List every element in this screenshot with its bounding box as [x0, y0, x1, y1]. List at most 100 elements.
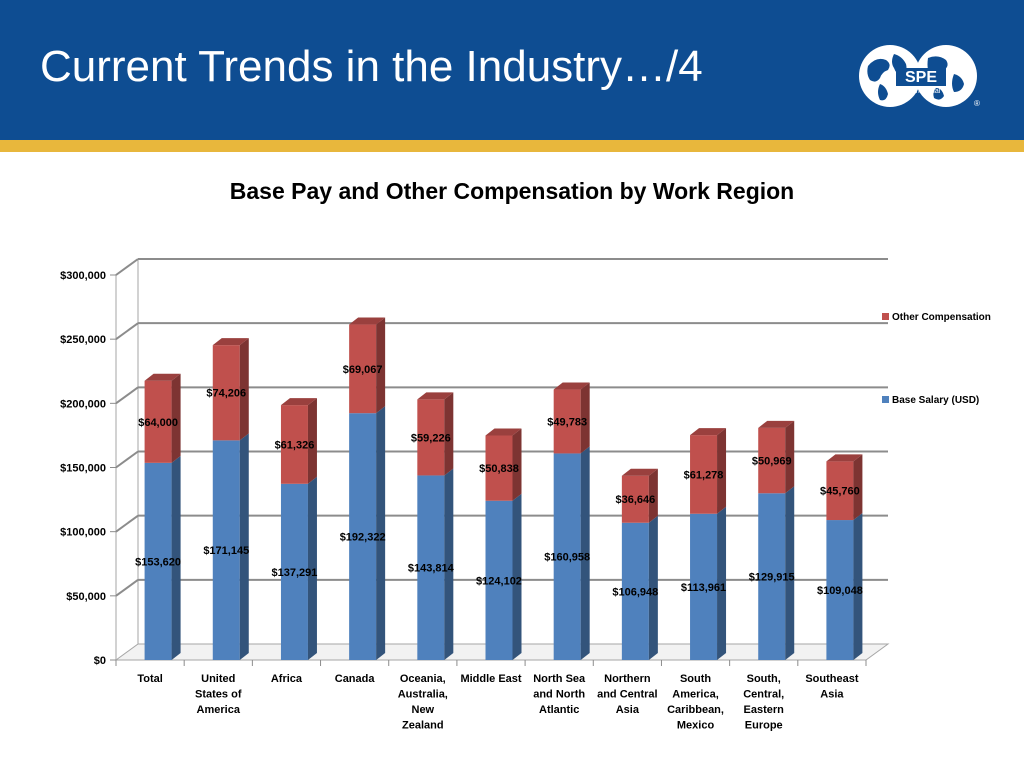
x-tick-label: Caribbean, — [667, 704, 724, 716]
legend-swatch — [882, 396, 889, 403]
bar-base-salary — [758, 493, 786, 660]
x-tick-label: America, — [672, 689, 718, 701]
x-tick-label: North Sea — [533, 673, 586, 685]
bar-base-salary-side — [512, 493, 522, 660]
logo-text: SPE — [905, 69, 937, 86]
x-tick-label: America — [197, 704, 241, 716]
bar-base-salary-side — [648, 515, 658, 660]
x-tick-label: South, — [747, 673, 781, 685]
bar-top-face — [212, 338, 249, 346]
data-label-other-compensation: $49,783 — [547, 416, 587, 428]
bar-other-compensation — [690, 435, 718, 514]
bar-base-salary — [212, 440, 240, 660]
bar-other-compensation — [553, 389, 581, 454]
bar-other-compensation-side — [444, 392, 454, 476]
x-tick-label: Eastern — [744, 704, 785, 716]
y-tick-label: $50,000 — [66, 591, 106, 603]
bar-other-compensation-side — [307, 398, 317, 484]
bar-base-salary-side — [171, 455, 181, 660]
bar-base-salary-side — [444, 468, 454, 660]
gridline-diag — [115, 386, 139, 405]
x-tick-label: Asia — [616, 704, 640, 716]
bar-other-compensation — [758, 427, 786, 494]
data-label-other-compensation: $50,838 — [479, 463, 519, 475]
x-tick-label: Asia — [820, 689, 844, 701]
bar-top-face — [690, 428, 727, 436]
bar-top-face — [349, 317, 386, 325]
bar-top-face — [621, 468, 658, 476]
data-label-other-compensation: $61,326 — [275, 439, 315, 451]
x-tick-label: Middle East — [460, 673, 521, 685]
data-label-other-compensation: $36,646 — [615, 494, 655, 506]
bar-other-compensation-side — [785, 420, 795, 494]
x-tick-label: Southeast — [805, 673, 859, 685]
x-tick-label: South — [680, 673, 711, 685]
chart-title: Base Pay and Other Compensation by Work … — [229, 178, 795, 204]
bar-other-compensation — [349, 324, 377, 414]
bar-base-salary-side — [853, 513, 863, 660]
y-tick-label: $0 — [94, 655, 106, 667]
data-label-base-salary: $160,958 — [544, 552, 590, 564]
header-stripe — [0, 140, 1024, 152]
legend-label: Other Compensation — [892, 312, 991, 323]
bar-other-compensation-side — [853, 454, 863, 521]
bar-other-compensation — [621, 475, 649, 523]
data-label-base-salary: $137,291 — [272, 567, 318, 579]
spe-logo: SPE International ® — [859, 45, 980, 108]
bar-top-face — [417, 392, 454, 400]
data-label-other-compensation: $74,206 — [206, 388, 246, 400]
gridline-diag — [115, 322, 139, 340]
x-tick-label: States of — [195, 689, 242, 701]
x-tick-label: Central, — [743, 689, 784, 701]
data-label-base-salary: $106,948 — [612, 586, 658, 598]
bar-other-compensation-side — [376, 317, 386, 414]
bar-base-salary — [280, 483, 308, 660]
data-label-other-compensation: $59,226 — [411, 432, 451, 444]
bar-top-face — [758, 420, 795, 428]
x-tick-label: Australia, — [398, 689, 448, 701]
bar-other-compensation — [144, 380, 172, 463]
gridline-diag — [115, 514, 139, 533]
data-label-base-salary: $192,322 — [340, 532, 386, 544]
bar-other-compensation-side — [717, 428, 727, 514]
logo-subtext: International — [902, 88, 941, 95]
x-tick-label: Africa — [271, 673, 303, 685]
data-label-base-salary: $109,048 — [817, 585, 863, 597]
x-tick-label: United — [201, 673, 235, 685]
bar-top-face — [280, 398, 317, 406]
bar-top-face — [144, 373, 181, 381]
bar-top-face — [826, 454, 863, 462]
slide-header — [0, 0, 1024, 140]
x-tick-label: Oceania, — [400, 673, 446, 685]
x-tick-label: Canada — [335, 673, 376, 685]
bar-other-compensation-side — [171, 373, 181, 463]
x-tick-label: Europe — [745, 720, 783, 732]
y-tick-label: $100,000 — [60, 527, 106, 539]
bar-other-compensation-side — [648, 468, 658, 523]
gridline-diag — [115, 579, 139, 597]
bar-base-salary-side — [239, 433, 249, 660]
y-tick-label: $150,000 — [60, 463, 106, 475]
gridline-diag — [115, 258, 139, 276]
bar-other-compensation-side — [239, 338, 249, 441]
data-label-other-compensation: $61,278 — [684, 469, 724, 481]
data-label-other-compensation: $69,067 — [343, 364, 383, 376]
data-label-base-salary: $171,145 — [203, 545, 249, 557]
x-tick-label: Total — [137, 673, 162, 685]
y-tick-label: $200,000 — [60, 398, 106, 410]
data-label-base-salary: $113,961 — [681, 582, 726, 594]
data-label-base-salary: $143,814 — [408, 563, 455, 575]
x-tick-label: and North — [533, 689, 585, 701]
data-label-base-salary: $153,620 — [135, 556, 181, 568]
x-tick-label: and Central — [597, 689, 658, 701]
bar-other-compensation — [826, 461, 854, 521]
data-label-other-compensation: $50,969 — [752, 456, 792, 468]
bar-other-compensation-side — [512, 428, 522, 501]
bar-other-compensation — [417, 399, 445, 476]
bar-base-salary — [144, 462, 172, 660]
bar-base-salary — [553, 453, 581, 660]
bar-base-salary — [826, 520, 854, 660]
bar-base-salary — [485, 500, 513, 660]
gridline-diag — [115, 450, 139, 469]
